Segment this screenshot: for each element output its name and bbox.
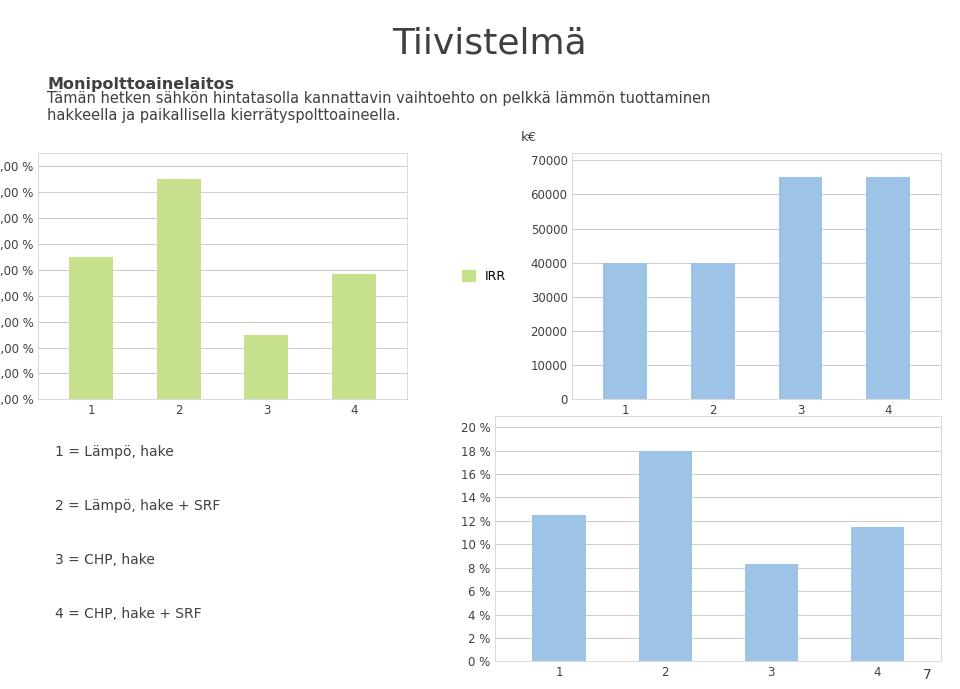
Legend: IRR: IRR	[457, 265, 511, 288]
Bar	[603, 263, 647, 400]
Bar	[638, 451, 691, 661]
Bar	[745, 564, 798, 661]
Bar	[851, 527, 903, 661]
Text: 1 = Lämpö, hake: 1 = Lämpö, hake	[55, 445, 173, 459]
Text: 4 = CHP, hake + SRF: 4 = CHP, hake + SRF	[55, 607, 202, 621]
Bar	[245, 335, 288, 400]
Bar	[332, 274, 376, 400]
Text: Tämän hetken sähkön hintatasolla kannattavin vaihtoehto on pelkkä lämmön tuottam: Tämän hetken sähkön hintatasolla kannatt…	[47, 91, 711, 123]
Bar	[69, 257, 113, 400]
Text: 7: 7	[923, 668, 931, 682]
Text: Tiivistelmä: Tiivistelmä	[393, 26, 587, 61]
Bar	[866, 177, 910, 400]
Text: 3 = CHP, hake: 3 = CHP, hake	[55, 553, 155, 567]
Text: k€: k€	[521, 130, 538, 143]
Bar	[691, 263, 734, 400]
Bar	[156, 179, 201, 400]
Bar	[779, 177, 823, 400]
Text: 2 = Lämpö, hake + SRF: 2 = Lämpö, hake + SRF	[55, 499, 220, 513]
Bar	[533, 515, 586, 661]
Text: Monipolttoainelaitos: Monipolttoainelaitos	[47, 76, 234, 92]
